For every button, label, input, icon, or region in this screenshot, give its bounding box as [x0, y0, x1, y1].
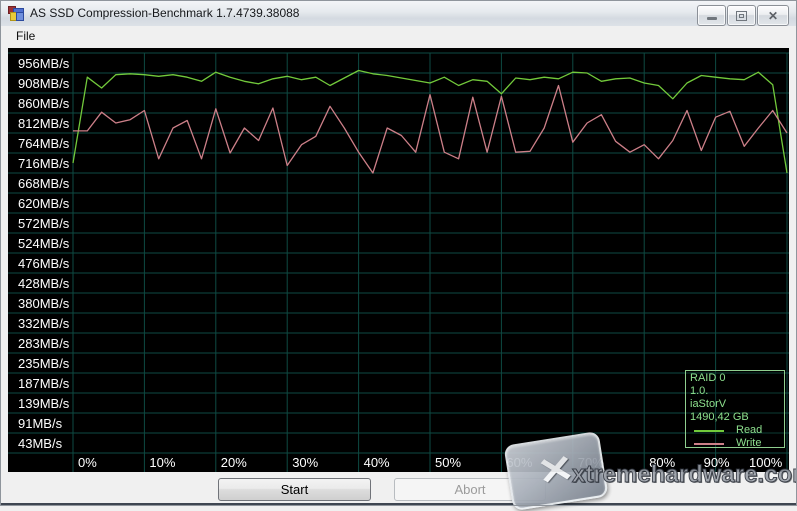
- svg-text:50%: 50%: [435, 455, 461, 470]
- svg-text:956MB/s: 956MB/s: [18, 56, 70, 71]
- svg-text:620MB/s: 620MB/s: [18, 196, 70, 211]
- svg-text:235MB/s: 235MB/s: [18, 356, 70, 371]
- svg-text:90%: 90%: [704, 455, 730, 470]
- legend-read-label: Read: [736, 424, 763, 436]
- svg-text:100%: 100%: [749, 455, 783, 470]
- svg-text:40%: 40%: [364, 455, 390, 470]
- bottom-bar: Start Abort: [0, 472, 797, 506]
- legend-device-capacity: 1490,42 GB: [690, 411, 749, 423]
- title-bar: AS SSD Compression-Benchmark 1.7.4739.38…: [0, 0, 797, 27]
- legend-entry-read: Read: [690, 424, 784, 437]
- menu-item-file[interactable]: File: [16, 29, 36, 43]
- chart-plot: 956MB/s 908MB/s 860MB/s 812MB/s 764MB/s 716MB…: [8, 52, 789, 472]
- abort-button[interactable]: Abort: [394, 478, 546, 501]
- read-line-sample: [694, 429, 724, 432]
- svg-text:812MB/s: 812MB/s: [18, 116, 70, 131]
- legend-device-version: 1.0.: [690, 385, 709, 397]
- svg-text:428MB/s: 428MB/s: [18, 276, 70, 291]
- legend-entry-write: Write: [690, 437, 784, 450]
- chart-legend: RAID 0 1.0. iaStorV 1490,42 GB Read Writ…: [685, 370, 785, 450]
- svg-text:476MB/s: 476MB/s: [18, 256, 70, 271]
- close-button[interactable]: ✕: [757, 5, 789, 26]
- svg-text:60%: 60%: [506, 455, 532, 470]
- svg-text:860MB/s: 860MB/s: [18, 96, 70, 111]
- window-title: AS SSD Compression-Benchmark 1.7.4739.38…: [30, 6, 300, 20]
- window-bottom-edge: [0, 503, 797, 506]
- svg-text:764MB/s: 764MB/s: [18, 136, 70, 151]
- svg-text:91MB/s: 91MB/s: [18, 416, 63, 431]
- svg-text:30%: 30%: [292, 455, 318, 470]
- svg-text:332MB/s: 332MB/s: [18, 316, 70, 331]
- legend-write-label: Write: [736, 437, 762, 449]
- minimize-icon: [706, 17, 717, 20]
- svg-text:524MB/s: 524MB/s: [18, 236, 70, 251]
- svg-text:70%: 70%: [578, 455, 604, 470]
- svg-text:283MB/s: 283MB/s: [18, 336, 70, 351]
- legend-device-driver: iaStorV: [690, 398, 727, 410]
- svg-text:0%: 0%: [78, 455, 97, 470]
- svg-text:80%: 80%: [649, 455, 675, 470]
- svg-text:668MB/s: 668MB/s: [18, 176, 70, 191]
- maximize-button[interactable]: [727, 5, 756, 26]
- menu-bar: File: [1, 26, 796, 48]
- app-icon: [8, 6, 24, 21]
- svg-text:10%: 10%: [149, 455, 175, 470]
- minimize-button[interactable]: [697, 5, 726, 26]
- svg-text:20%: 20%: [221, 455, 247, 470]
- maximize-icon: [736, 10, 747, 21]
- benchmark-chart: 956MB/s 908MB/s 860MB/s 812MB/s 764MB/s 716MB…: [8, 48, 789, 472]
- close-icon: ✕: [767, 8, 779, 23]
- svg-text:716MB/s: 716MB/s: [18, 156, 70, 171]
- svg-text:187MB/s: 187MB/s: [18, 376, 70, 391]
- start-button[interactable]: Start: [218, 478, 371, 501]
- svg-text:43MB/s: 43MB/s: [18, 436, 63, 451]
- svg-text:380MB/s: 380MB/s: [18, 296, 70, 311]
- svg-text:572MB/s: 572MB/s: [18, 216, 70, 231]
- svg-text:139MB/s: 139MB/s: [18, 396, 70, 411]
- write-line-sample: [694, 442, 724, 445]
- svg-text:908MB/s: 908MB/s: [18, 76, 70, 91]
- legend-device-name: RAID 0: [690, 372, 726, 384]
